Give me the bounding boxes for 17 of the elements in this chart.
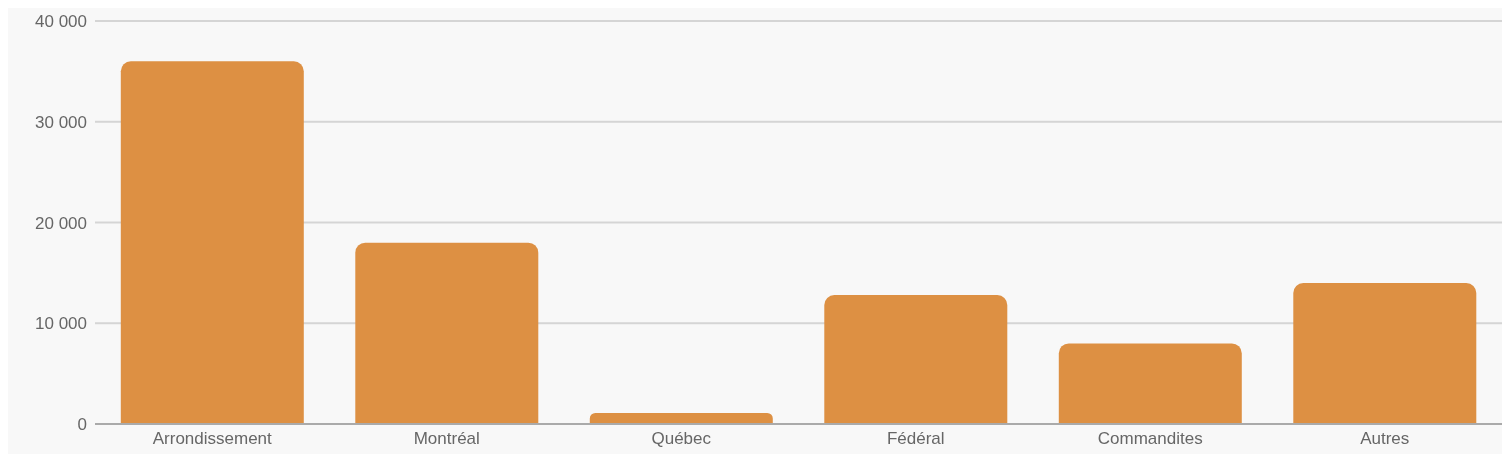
bar [1058, 343, 1242, 424]
y-tick-label: 40 000 [35, 12, 87, 32]
x-tick-label: Commandites [1097, 429, 1203, 449]
x-tick-label: Fédéral [886, 429, 945, 449]
bar [120, 61, 304, 424]
y-tick-label: 30 000 [35, 112, 87, 132]
x-tick-label: Québec [651, 429, 712, 449]
bar [355, 242, 539, 424]
x-tick-label: Arrondissement [152, 429, 273, 449]
bar [589, 412, 773, 424]
y-tick-label: 10 000 [35, 314, 87, 334]
x-tick-label: Montréal [413, 429, 480, 449]
x-tick-label: Autres [1360, 429, 1410, 449]
bar [824, 295, 1008, 424]
y-tick-label: 0 [77, 415, 87, 435]
y-tick-label: 20 000 [35, 213, 87, 233]
bar [1293, 282, 1477, 424]
